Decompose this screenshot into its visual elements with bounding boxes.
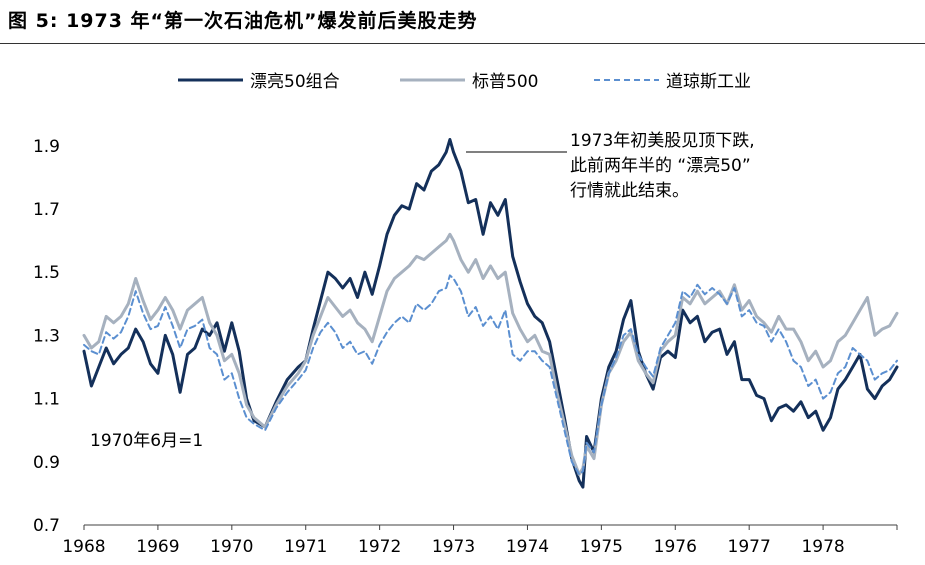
x-tick-label: 1975 [580,537,623,557]
series-line-3 [83,274,898,476]
annotation-peak-line: 此前两年半的 “漂亮50” [570,156,751,176]
annotation-peak-note: 1973年初美股见顶下跌, 此前两年半的 “漂亮50” 行情就此结束。 [570,131,755,201]
x-tick-label: 1971 [284,537,327,557]
y-tick-label: 1.9 [33,137,60,157]
series-layer [82,138,899,489]
axes: 1968 1969 1970 1971 1972 1973 1974 1975 1976 1977… [33,137,898,557]
legend-label-2: 标普500 [472,72,538,92]
y-tick-label: 1.5 [33,263,60,283]
annotation-base-note: 1970年6月=1 [90,431,203,451]
annotation-peak-line: 1973年初美股见顶下跌, [570,131,755,151]
legend-label-3: 道琼斯工业 [666,72,751,92]
figure-label: 图 5: [8,10,59,32]
x-tick-label: 1968 [62,537,105,557]
legend: 漂亮50组合 标普500 道琼斯工业 [178,72,751,92]
y-tick-label: 1.3 [33,326,60,346]
series-line-1 [82,138,899,489]
figure-title: 图 5: 1973 年“第一次石油危机”爆发前后美股走势 [8,6,478,33]
x-tick-label: 1973 [432,537,475,557]
x-tick-label: 1974 [506,537,549,557]
y-tick-label: 0.7 [33,516,60,536]
y-tick-label: 1.1 [33,390,60,410]
x-tick-label: 1972 [358,537,401,557]
annotation-peak-line: 行情就此结束。 [570,181,689,201]
annotations: 1973年初美股见顶下跌, 此前两年半的 “漂亮50” 行情就此结束。 1970年6月… [90,131,755,451]
title-divider [0,43,925,44]
x-tick-label: 1976 [654,537,697,557]
y-tick-label: 1.7 [33,200,60,220]
series-line-2 [82,232,899,476]
x-tick-label: 1969 [136,537,179,557]
x-tick-label: 1970 [210,537,253,557]
x-tick-label: 1978 [801,537,844,557]
y-tick-label: 0.9 [33,453,60,473]
figure-title-text: 1973 年“第一次石油危机”爆发前后美股走势 [66,10,478,32]
x-tick-label: 1977 [728,537,771,557]
legend-label-1: 漂亮50组合 [250,72,340,92]
